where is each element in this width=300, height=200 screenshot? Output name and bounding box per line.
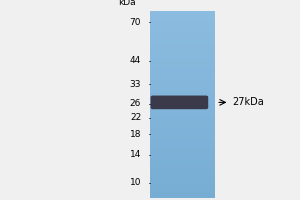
FancyBboxPatch shape: [151, 96, 208, 109]
Text: 26: 26: [130, 99, 141, 108]
Text: kDa: kDa: [118, 0, 135, 7]
Text: 18: 18: [130, 130, 141, 139]
Text: 10: 10: [130, 178, 141, 187]
Text: Western Blot: Western Blot: [194, 0, 270, 3]
Text: 27kDa: 27kDa: [232, 97, 264, 107]
Text: 22: 22: [130, 113, 141, 122]
Text: 44: 44: [130, 56, 141, 65]
Text: 14: 14: [130, 150, 141, 159]
Text: 70: 70: [130, 18, 141, 27]
Text: 33: 33: [130, 80, 141, 89]
